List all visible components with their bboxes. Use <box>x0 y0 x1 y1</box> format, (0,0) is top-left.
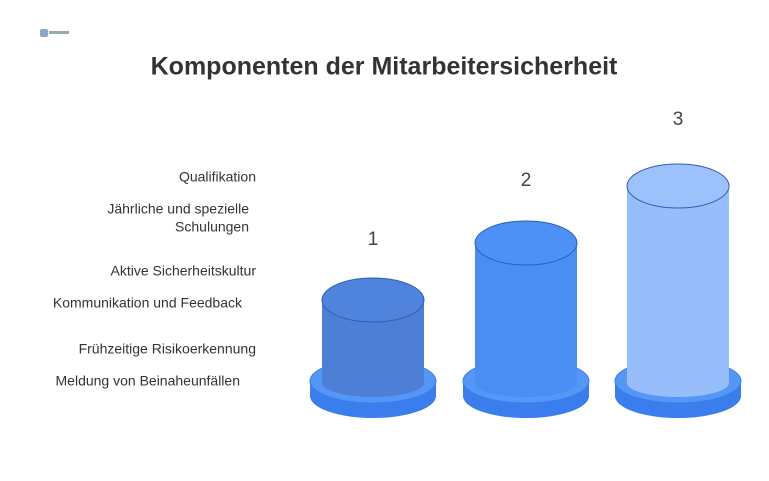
column-number: 1 <box>368 229 379 250</box>
logo-icon <box>40 29 48 37</box>
label: Frühzeitige Risikoerkennung <box>79 341 256 357</box>
cylinder-top <box>321 277 425 323</box>
cylinder-body <box>475 243 577 383</box>
label: Meldung von Beinaheunfällen <box>56 373 240 389</box>
logo <box>40 29 69 37</box>
label: Jährliche und spezielle <box>107 201 249 217</box>
logo-bar <box>49 31 69 34</box>
label: Qualifikation <box>179 169 256 185</box>
column-number: 2 <box>521 170 532 191</box>
label: Kommunikation und Feedback <box>53 295 243 311</box>
label: Aktive Sicherheitskultur <box>110 263 256 279</box>
cylinder-top <box>474 220 578 266</box>
title: Komponenten der Mitarbeitersicherheit <box>151 53 618 81</box>
label: Schulungen <box>175 219 249 235</box>
cylinder-top <box>626 163 730 209</box>
column-number: 3 <box>673 109 684 130</box>
cylinder-body <box>627 186 729 383</box>
